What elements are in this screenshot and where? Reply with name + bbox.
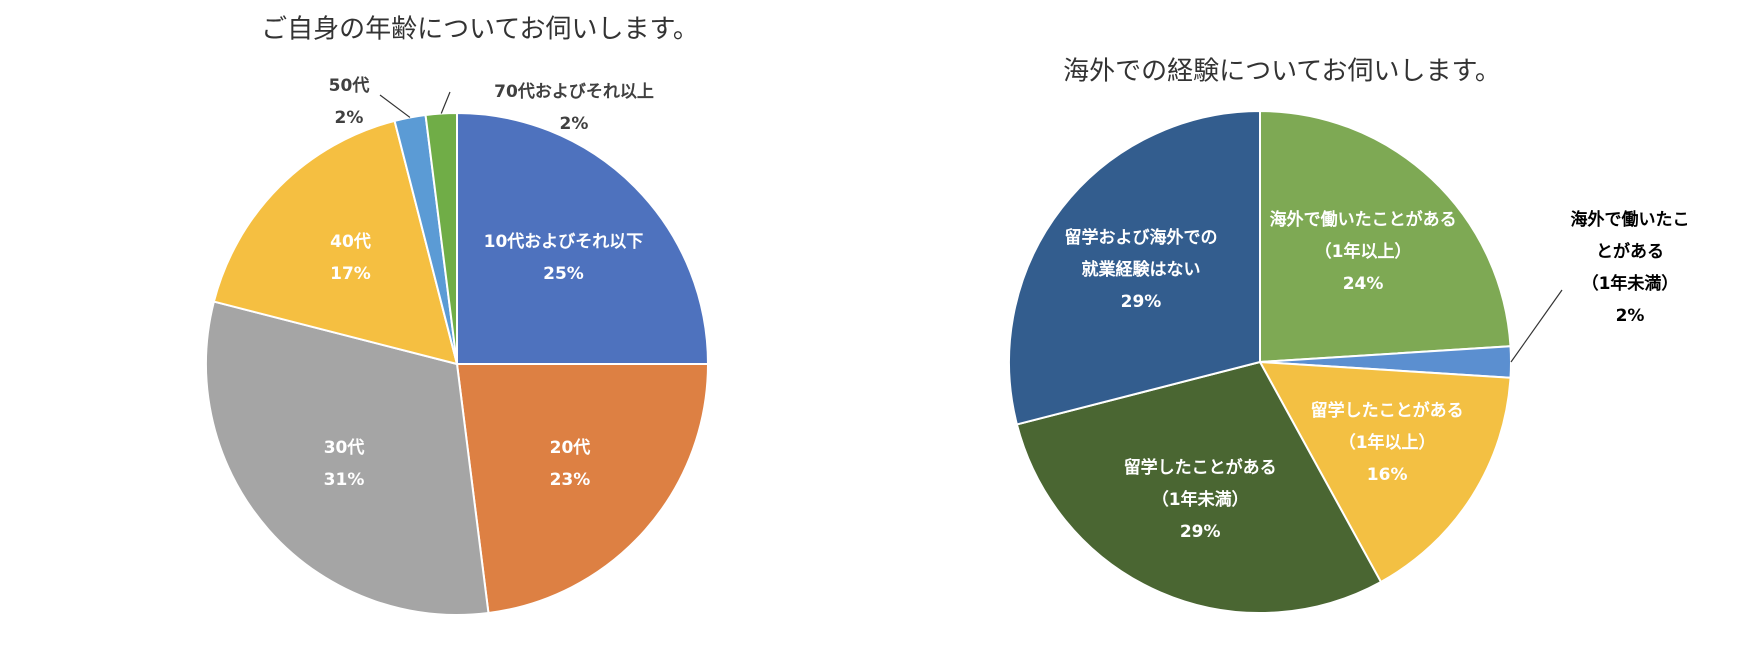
leader-line (1510, 289, 1563, 363)
category-label: 留学したことがある （1年以上） (1310, 400, 1464, 453)
data-label: 10代およびそれ以下 25% (484, 226, 644, 290)
pie-slice (456, 111, 710, 365)
chart-title: ご自身の年齢についてお伺いします。 (261, 14, 699, 45)
pie-slice (1259, 109, 1512, 364)
category-label: 海外で働いたことがある （1年未満） (1570, 210, 1690, 294)
data-label: 海外で働いたことがある （1年未満） 2% (1571, 204, 1690, 332)
chart-title: 海外での経験についてお伺いします。 (1063, 56, 1501, 87)
category-label: 海外で働いたことがある （1年以上） (1269, 210, 1457, 263)
category-label: 50代 (328, 76, 370, 96)
category-label: 30代 (323, 437, 365, 458)
value-label: 16% (1366, 464, 1408, 485)
value-label: 25% (543, 263, 584, 284)
leader-line (440, 91, 451, 114)
category-label: 70代およびそれ以上 (494, 82, 654, 102)
value-label: 17% (330, 263, 371, 284)
value-label: 29% (1179, 522, 1221, 543)
category-label: 40代 (330, 231, 371, 252)
leader-line (379, 94, 411, 118)
value-label: 31% (323, 469, 365, 490)
value-label: 2% (1615, 306, 1645, 326)
data-label: 留学したことがある （1年未満） 29% (1124, 452, 1277, 548)
pie-slice (212, 119, 459, 366)
data-label: 50代 2% (329, 70, 370, 134)
pie-slice (1015, 360, 1383, 614)
value-label: 23% (549, 469, 591, 490)
data-label: 20代 23% (550, 432, 591, 496)
value-label: 24% (1342, 274, 1384, 295)
pie-slice (1258, 360, 1512, 584)
data-label: 70代およびそれ以上 2% (494, 76, 654, 140)
value-label: 2% (334, 108, 364, 128)
data-label: 40代 17% (330, 226, 371, 290)
value-label: 29% (1120, 291, 1162, 312)
category-label: 留学したことがある （1年未満） (1123, 458, 1277, 511)
category-label: 留学および海外での 就業経験はない (1064, 227, 1218, 280)
pie-slice (455, 363, 710, 615)
category-label: 20代 (549, 437, 591, 458)
data-label: 海外で働いたことがある （1年以上） 24% (1270, 204, 1457, 300)
data-label: 30代 31% (324, 432, 365, 496)
pie-slice (1008, 109, 1261, 426)
data-label: 留学したことがある （1年以上） 16% (1311, 395, 1464, 491)
value-label: 2% (559, 114, 589, 134)
data-label: 留学および海外での 就業経験はない 29% (1065, 222, 1218, 318)
category-label: 10代およびそれ以下 (483, 231, 644, 252)
pie-slice (205, 300, 490, 616)
